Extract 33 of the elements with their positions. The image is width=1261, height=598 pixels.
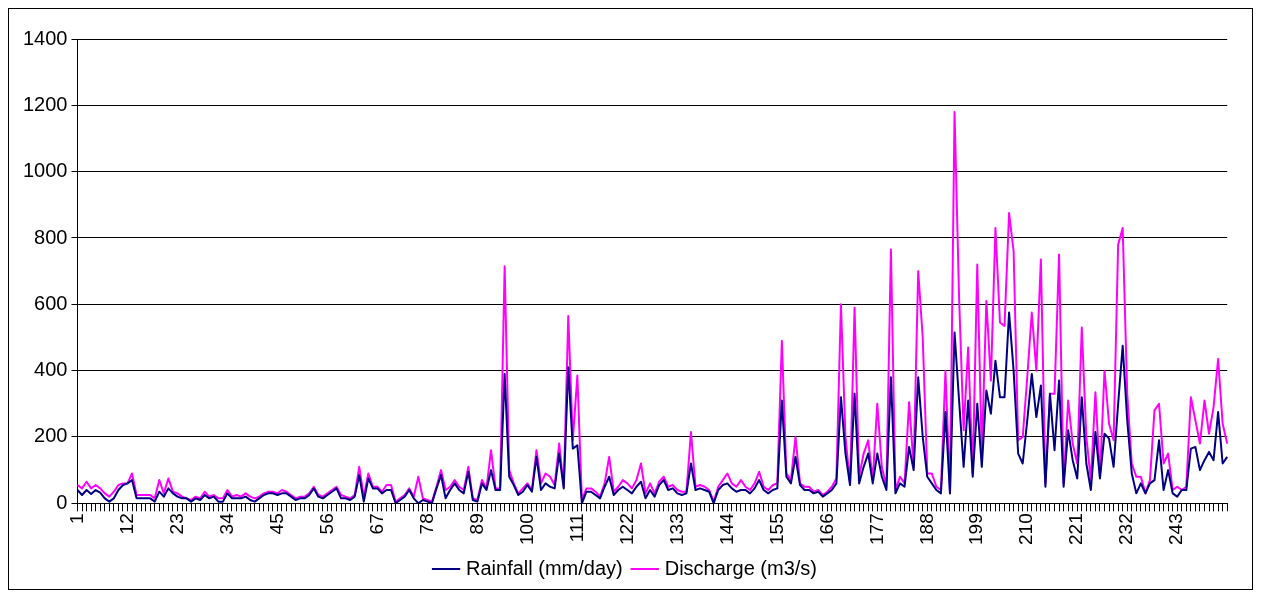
- x-tick-label: 67: [365, 513, 387, 535]
- x-tick-label: 243: [1165, 513, 1187, 545]
- x-tick-label: 144: [715, 512, 737, 545]
- x-tick-label: 188: [915, 513, 937, 545]
- y-tick-label: 1400: [22, 26, 68, 49]
- y-tick-label: 0: [56, 490, 68, 513]
- x-tick-label: 34: [215, 512, 237, 535]
- x-tick-label: 155: [765, 513, 787, 545]
- x-tick-label: 78: [415, 513, 437, 535]
- y-tick-label: 200: [34, 424, 68, 447]
- y-tick-label: 800: [34, 225, 68, 248]
- y-tick-label: 1000: [22, 159, 68, 182]
- legend-label: Rainfall (mm/day): [466, 556, 623, 579]
- x-tick-label: 122: [615, 513, 637, 545]
- y-tick-label: 400: [34, 358, 68, 381]
- y-tick-label: 600: [34, 291, 68, 314]
- x-tick-label: 111: [565, 513, 587, 543]
- x-tick-label: 199: [965, 513, 987, 545]
- x-tick-label: 1: [65, 513, 87, 524]
- x-tick-label: 12: [115, 513, 137, 535]
- x-tick-label: 45: [265, 513, 287, 535]
- x-tick-label: 100: [515, 513, 537, 545]
- legend-label: Discharge (m3/s): [664, 556, 817, 579]
- x-tick-label: 232: [1115, 513, 1137, 545]
- x-tick-label: 89: [465, 513, 487, 535]
- x-tick-label: 56: [315, 513, 337, 535]
- y-tick-label: 1200: [22, 92, 68, 115]
- x-tick-label: 221: [1065, 513, 1087, 545]
- x-tick-label: 166: [815, 513, 837, 545]
- x-tick-label: 210: [1015, 513, 1037, 545]
- x-tick-label: 23: [165, 513, 187, 535]
- x-tick-label: 177: [865, 513, 887, 545]
- x-tick-label: 133: [665, 513, 687, 545]
